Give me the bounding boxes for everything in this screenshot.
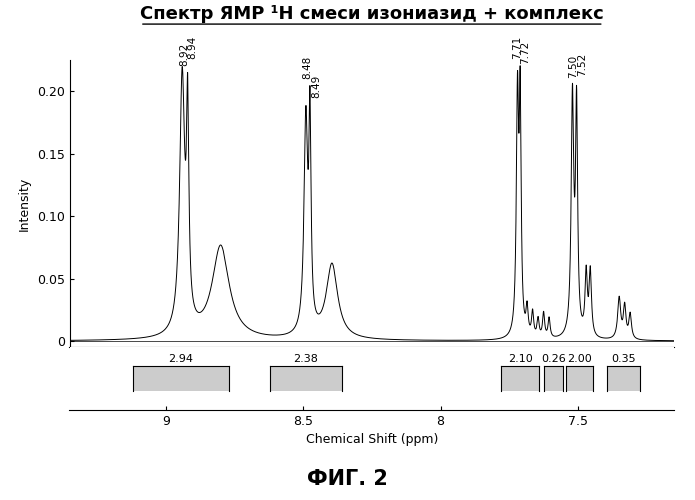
Text: 8.92: 8.92 [179, 42, 189, 66]
Text: Спектр ЯМР ¹H смеси изониазид + комплекс: Спектр ЯМР ¹H смеси изониазид + комплекс [140, 4, 604, 22]
Text: 7.71: 7.71 [512, 36, 522, 60]
Y-axis label: Intensity: Intensity [18, 176, 31, 231]
Text: 2.38: 2.38 [293, 354, 318, 364]
Text: ФИГ. 2: ФИГ. 2 [307, 469, 388, 489]
Text: 7.52: 7.52 [577, 52, 587, 76]
Text: 8.48: 8.48 [302, 56, 312, 78]
Text: 0.35: 0.35 [611, 354, 636, 364]
Text: 2.94: 2.94 [168, 354, 193, 364]
Text: 8.94: 8.94 [188, 36, 197, 59]
Text: 2.00: 2.00 [567, 354, 591, 364]
Text: 2.10: 2.10 [508, 354, 532, 364]
X-axis label: Chemical Shift (ppm): Chemical Shift (ppm) [306, 434, 438, 446]
Text: 8.49: 8.49 [311, 75, 321, 98]
Text: 7.50: 7.50 [569, 55, 578, 78]
Text: 7.72: 7.72 [520, 40, 530, 64]
Text: 0.26: 0.26 [541, 354, 566, 364]
